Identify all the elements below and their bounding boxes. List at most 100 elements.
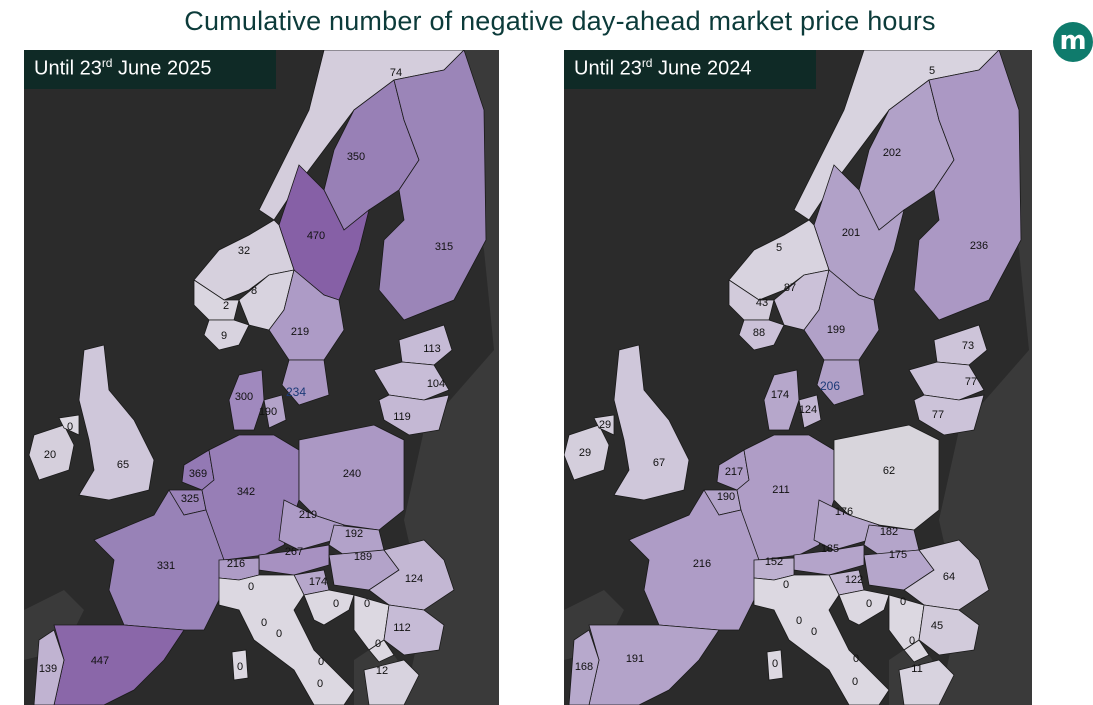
label-NO5: 43 [756, 297, 768, 309]
label-CZ: 219 [299, 509, 317, 521]
label-CH: 152 [765, 556, 783, 568]
label-SE3: 219 [291, 326, 309, 338]
label-MK: 0 [909, 635, 915, 647]
region-NO3 [728, 219, 830, 301]
region-EE [933, 324, 988, 366]
region-NO2 [738, 319, 785, 351]
region-EE [398, 324, 453, 366]
label-SE4: 234 [286, 385, 306, 399]
region-IT [218, 574, 355, 705]
label-SI: 122 [845, 574, 863, 586]
map-caption-2025: Until 23rd June 2025 [24, 50, 276, 89]
label-AT: 267 [285, 546, 303, 558]
label-extra: 0 [317, 678, 323, 690]
label-AT: 185 [821, 543, 839, 555]
label-HR: 0 [333, 598, 339, 610]
region-SAR [231, 649, 249, 681]
region-NO2 [203, 319, 250, 351]
map-2024: 5 202 236 201 5 87 43 88 199 206 174 124… [564, 50, 1032, 705]
region-PT [568, 629, 600, 705]
label-IT: 0 [248, 581, 254, 593]
label-PT: 139 [39, 663, 57, 675]
label-NI: 29 [599, 419, 611, 431]
label-BG: 45 [931, 620, 943, 632]
label-NO1: 8 [251, 285, 257, 297]
label-FR: 331 [157, 560, 175, 572]
label-NO4: 74 [390, 67, 402, 79]
label-LV: 104 [427, 378, 445, 390]
label-extra: 0 [853, 653, 859, 665]
label-NL: 217 [725, 466, 743, 478]
label-EE: 113 [423, 343, 441, 355]
region-DK2 [798, 394, 822, 429]
label-BG: 112 [393, 622, 411, 634]
label-LT: 119 [393, 411, 411, 423]
region-ES [53, 624, 185, 705]
label-PT: 168 [575, 661, 593, 673]
region-MK [368, 639, 395, 663]
label-SE4: 206 [820, 379, 840, 393]
label-RS: 0 [364, 598, 370, 610]
brand-logo: m [1053, 22, 1093, 62]
label-DE: 342 [237, 486, 255, 498]
region-FI [913, 50, 1022, 321]
map-panel-2025: 74 350 315 470 32 8 2 9 219 234 300 190 … [24, 50, 499, 705]
label-FR: 216 [693, 558, 711, 570]
label-IT: 0 [783, 579, 789, 591]
region-ES [588, 624, 720, 705]
label-BE: 325 [181, 493, 199, 505]
label-NO3: 32 [238, 245, 250, 257]
label-SE1: 202 [883, 147, 901, 159]
region-NI [58, 414, 80, 436]
region-HR [838, 589, 890, 626]
region-SAR [766, 649, 784, 681]
label-ES: 191 [626, 653, 644, 665]
label-SE3: 199 [827, 324, 845, 336]
region-NI [593, 414, 615, 436]
label-PL: 240 [343, 468, 361, 480]
label-GR: 12 [376, 665, 388, 677]
region-GR [363, 659, 420, 705]
label-IE: 29 [579, 447, 591, 459]
region-GR [898, 659, 955, 705]
region-IT [753, 574, 890, 705]
label-DE: 211 [772, 484, 790, 496]
region-GB [78, 344, 155, 501]
label-DK1: 174 [771, 389, 789, 401]
label-RO: 124 [405, 573, 423, 585]
label-extra: 0 [811, 626, 817, 638]
label-MK: 0 [375, 638, 381, 650]
label-IE: 20 [44, 449, 56, 461]
region-DK1 [763, 369, 800, 431]
label-FI: 315 [435, 241, 453, 253]
label-ES: 447 [91, 655, 109, 667]
land-other [939, 50, 1032, 705]
region-SE4 [281, 359, 330, 406]
label-SE1: 350 [347, 151, 365, 163]
map-caption-2024: Until 23rd June 2024 [564, 50, 816, 89]
label-NL: 369 [189, 468, 207, 480]
map-panel-2024: 5 202 236 201 5 87 43 88 199 206 174 124… [564, 50, 1032, 705]
label-LT: 77 [932, 409, 944, 421]
region-LT [378, 394, 450, 436]
region-DK2 [263, 394, 287, 429]
label-extra: 0 [276, 628, 282, 640]
label-extra: 0 [796, 615, 802, 627]
label-RS: 0 [900, 596, 906, 608]
label-NO2: 88 [753, 327, 765, 339]
label-HU: 175 [889, 549, 907, 561]
label-SE2: 470 [307, 230, 325, 242]
label-NO2: 9 [221, 330, 227, 342]
label-GB: 65 [117, 459, 129, 471]
region-GB [613, 344, 690, 501]
region-DK1 [228, 369, 265, 431]
label-NO5: 2 [223, 300, 229, 312]
region-LT [913, 394, 985, 436]
label-LV: 77 [965, 376, 977, 388]
label-NO1: 87 [784, 282, 796, 294]
label-SK: 192 [345, 528, 363, 540]
label-RO: 64 [943, 571, 955, 583]
label-extra: 0 [852, 676, 858, 688]
region-HR [303, 589, 355, 626]
label-BE: 190 [717, 491, 735, 503]
